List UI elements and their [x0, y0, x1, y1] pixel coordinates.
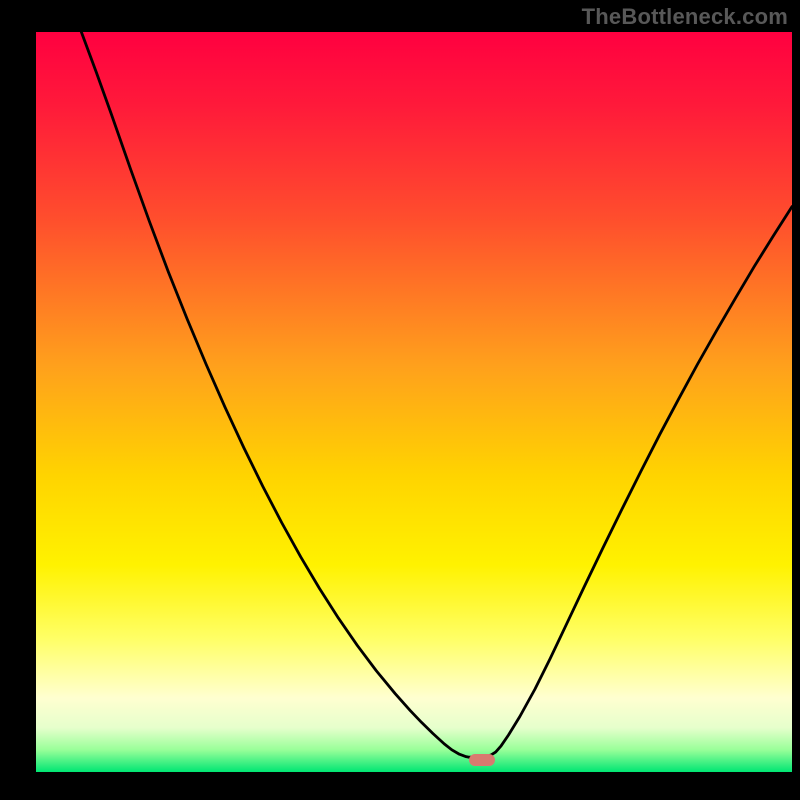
chart-container: TheBottleneck.com	[0, 0, 800, 800]
curve-path	[81, 32, 792, 757]
curve-svg	[36, 32, 792, 772]
plot-area	[36, 32, 792, 772]
minimum-marker	[469, 754, 495, 766]
watermark-text: TheBottleneck.com	[582, 4, 788, 30]
